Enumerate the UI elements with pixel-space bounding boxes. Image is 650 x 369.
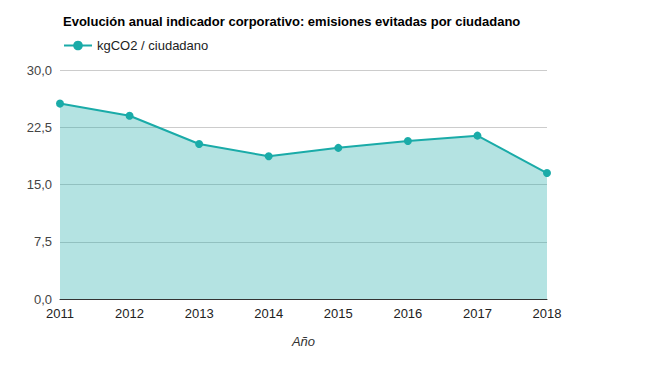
svg-text:0,0: 0,0 (34, 292, 52, 307)
svg-text:kgCO2 / ciudadano: kgCO2 / ciudadano (97, 38, 208, 53)
svg-text:2018: 2018 (533, 306, 562, 321)
svg-text:Año: Año (291, 334, 315, 349)
svg-text:2017: 2017 (463, 306, 492, 321)
svg-text:15,0: 15,0 (27, 177, 52, 192)
svg-text:2013: 2013 (185, 306, 214, 321)
svg-text:2015: 2015 (324, 306, 353, 321)
svg-text:2014: 2014 (254, 306, 283, 321)
svg-text:2016: 2016 (393, 306, 422, 321)
svg-text:2012: 2012 (115, 306, 144, 321)
svg-text:30,0: 30,0 (27, 63, 52, 78)
svg-text:2011: 2011 (46, 306, 74, 321)
svg-text:7,5: 7,5 (34, 234, 52, 249)
svg-text:22,5: 22,5 (27, 120, 52, 135)
svg-text:Evolución anual indicador corp: Evolución anual indicador corporativo: e… (63, 14, 520, 29)
